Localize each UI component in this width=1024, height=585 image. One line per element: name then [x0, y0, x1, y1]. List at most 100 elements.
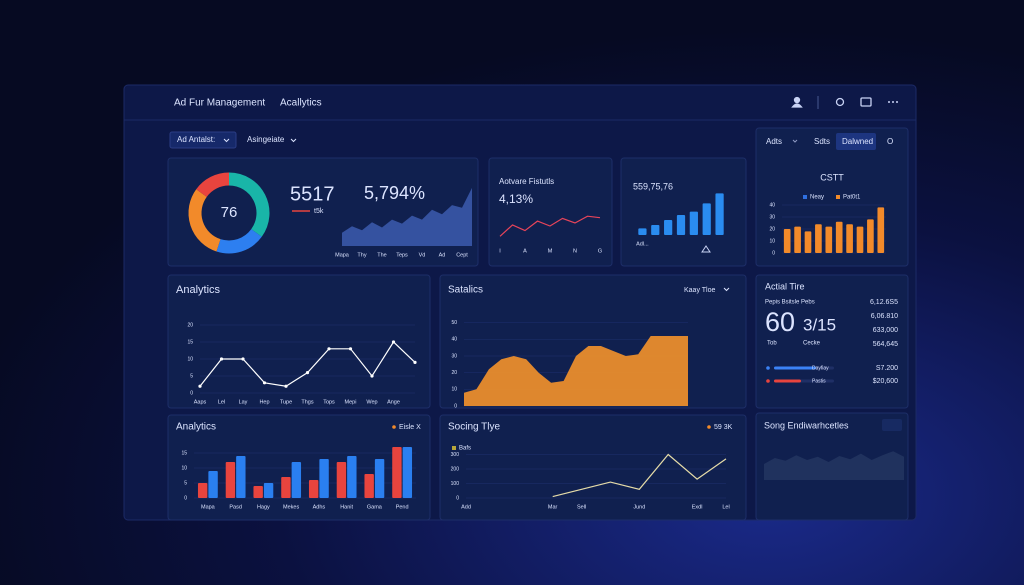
- x-tick-label: M: [548, 248, 553, 254]
- header-title: Ad Fur Management: [174, 98, 265, 109]
- x-tick-label: The: [377, 252, 386, 258]
- panel-title: Song Endiwarhcetles: [764, 420, 849, 430]
- x-tick-label: Thy: [357, 252, 366, 258]
- x-tick-label: N: [573, 248, 577, 254]
- label: Tob: [767, 341, 777, 347]
- point: [241, 357, 245, 361]
- chevron: [723, 287, 730, 292]
- tab[interactable]: Sdts: [814, 137, 830, 146]
- point: [198, 384, 202, 388]
- point: [391, 340, 396, 344]
- bar: [804, 231, 812, 253]
- x-tick-label: Mepi: [345, 399, 357, 405]
- progress-value: S7.200: [876, 365, 898, 372]
- donut-slice: [216, 228, 262, 254]
- y-tick-label: 0: [184, 495, 187, 501]
- x-tick-label: Jund: [633, 504, 645, 510]
- tag: Eisle X: [399, 424, 421, 431]
- bar: [364, 474, 374, 498]
- status-icon[interactable]: [835, 97, 845, 107]
- legend-swatch: [836, 195, 840, 199]
- x-tick-label: Cept: [456, 252, 468, 258]
- x-tick-label: Tops: [323, 399, 335, 405]
- panel-title: Analytics: [176, 422, 216, 433]
- bar: [347, 456, 357, 498]
- bar: [877, 207, 885, 253]
- bar: [664, 220, 673, 235]
- y-tick-label: 10: [181, 465, 187, 471]
- user-icon[interactable]: [791, 96, 803, 108]
- x-tick-label: Hagy: [257, 504, 270, 510]
- area: [342, 187, 472, 246]
- filter-dropdown[interactable]: [169, 131, 237, 149]
- bar: [263, 483, 274, 498]
- tab[interactable]: Dalwned: [842, 137, 873, 146]
- x-tick-label: Exdl: [692, 504, 703, 510]
- bar: [651, 225, 660, 235]
- legend-label: Bafs: [459, 446, 471, 452]
- y-tick-label: 300: [451, 452, 460, 458]
- y-tick-label: 10: [187, 356, 193, 362]
- bar: [402, 447, 413, 498]
- y-tick-label: 15: [187, 339, 193, 345]
- filter-label[interactable]: Asingeiate: [247, 135, 285, 144]
- y-tick-label: 0: [456, 495, 459, 501]
- point: [327, 347, 331, 351]
- bar: [825, 226, 833, 253]
- tab[interactable]: Adts: [766, 137, 782, 146]
- legend-label: t5k: [314, 208, 324, 215]
- x-tick-label: Ange: [387, 399, 400, 405]
- x-tick-label: Mapa: [201, 504, 216, 510]
- x-tick-label: I: [499, 248, 501, 254]
- x-tick-label: Adl...: [636, 241, 649, 247]
- y-tick-label: 40: [769, 202, 775, 208]
- bar: [374, 459, 385, 498]
- bullet: [766, 366, 770, 370]
- point: [305, 371, 310, 375]
- y-tick-label: 10: [769, 238, 775, 244]
- breadcrumb[interactable]: Acallytics: [280, 98, 322, 109]
- dropdown[interactable]: Kaay Tloe: [684, 287, 715, 294]
- tag-dot: [392, 425, 396, 429]
- panel-title: CSTT: [820, 172, 844, 182]
- bar: [783, 229, 791, 253]
- tab[interactable]: O: [887, 137, 893, 146]
- point: [284, 384, 288, 388]
- bar: [236, 456, 246, 498]
- area: [464, 336, 688, 406]
- line: [552, 453, 727, 498]
- x-tick-label: Hep: [259, 399, 269, 405]
- legend-label: Neay: [810, 195, 824, 201]
- metric-value: 5,794%: [364, 183, 425, 203]
- x-tick-label: Lel: [722, 504, 729, 510]
- icon-button[interactable]: [882, 419, 902, 431]
- x-tick-label: Tupe: [280, 399, 292, 405]
- x-tick-label: Mekes: [283, 504, 299, 510]
- panel: [755, 274, 909, 409]
- donut-center: 76: [221, 204, 238, 221]
- bar: [846, 224, 853, 253]
- filter-label[interactable]: Ad Antalst:: [177, 135, 215, 144]
- bar: [225, 462, 236, 498]
- y-tick-label: 0: [190, 390, 193, 396]
- more-icon[interactable]: [888, 101, 898, 103]
- panel: [167, 274, 431, 409]
- bar: [867, 219, 874, 253]
- area: [764, 451, 904, 480]
- point: [370, 374, 374, 378]
- tab-active[interactable]: [836, 133, 876, 150]
- x-tick-label: Pasd: [229, 504, 242, 510]
- x-tick-label: Gama: [367, 504, 383, 510]
- panel: [488, 157, 613, 267]
- x-tick-label: Lay: [239, 399, 248, 405]
- bar: [281, 477, 291, 498]
- bar: [208, 471, 218, 498]
- warning-icon: [701, 245, 711, 253]
- x-tick-label: A: [523, 248, 527, 254]
- value: 6,06.810: [871, 313, 898, 320]
- y-tick-label: 20: [769, 226, 775, 232]
- panel: [620, 157, 747, 267]
- image-icon[interactable]: [860, 97, 872, 107]
- line: [499, 215, 601, 237]
